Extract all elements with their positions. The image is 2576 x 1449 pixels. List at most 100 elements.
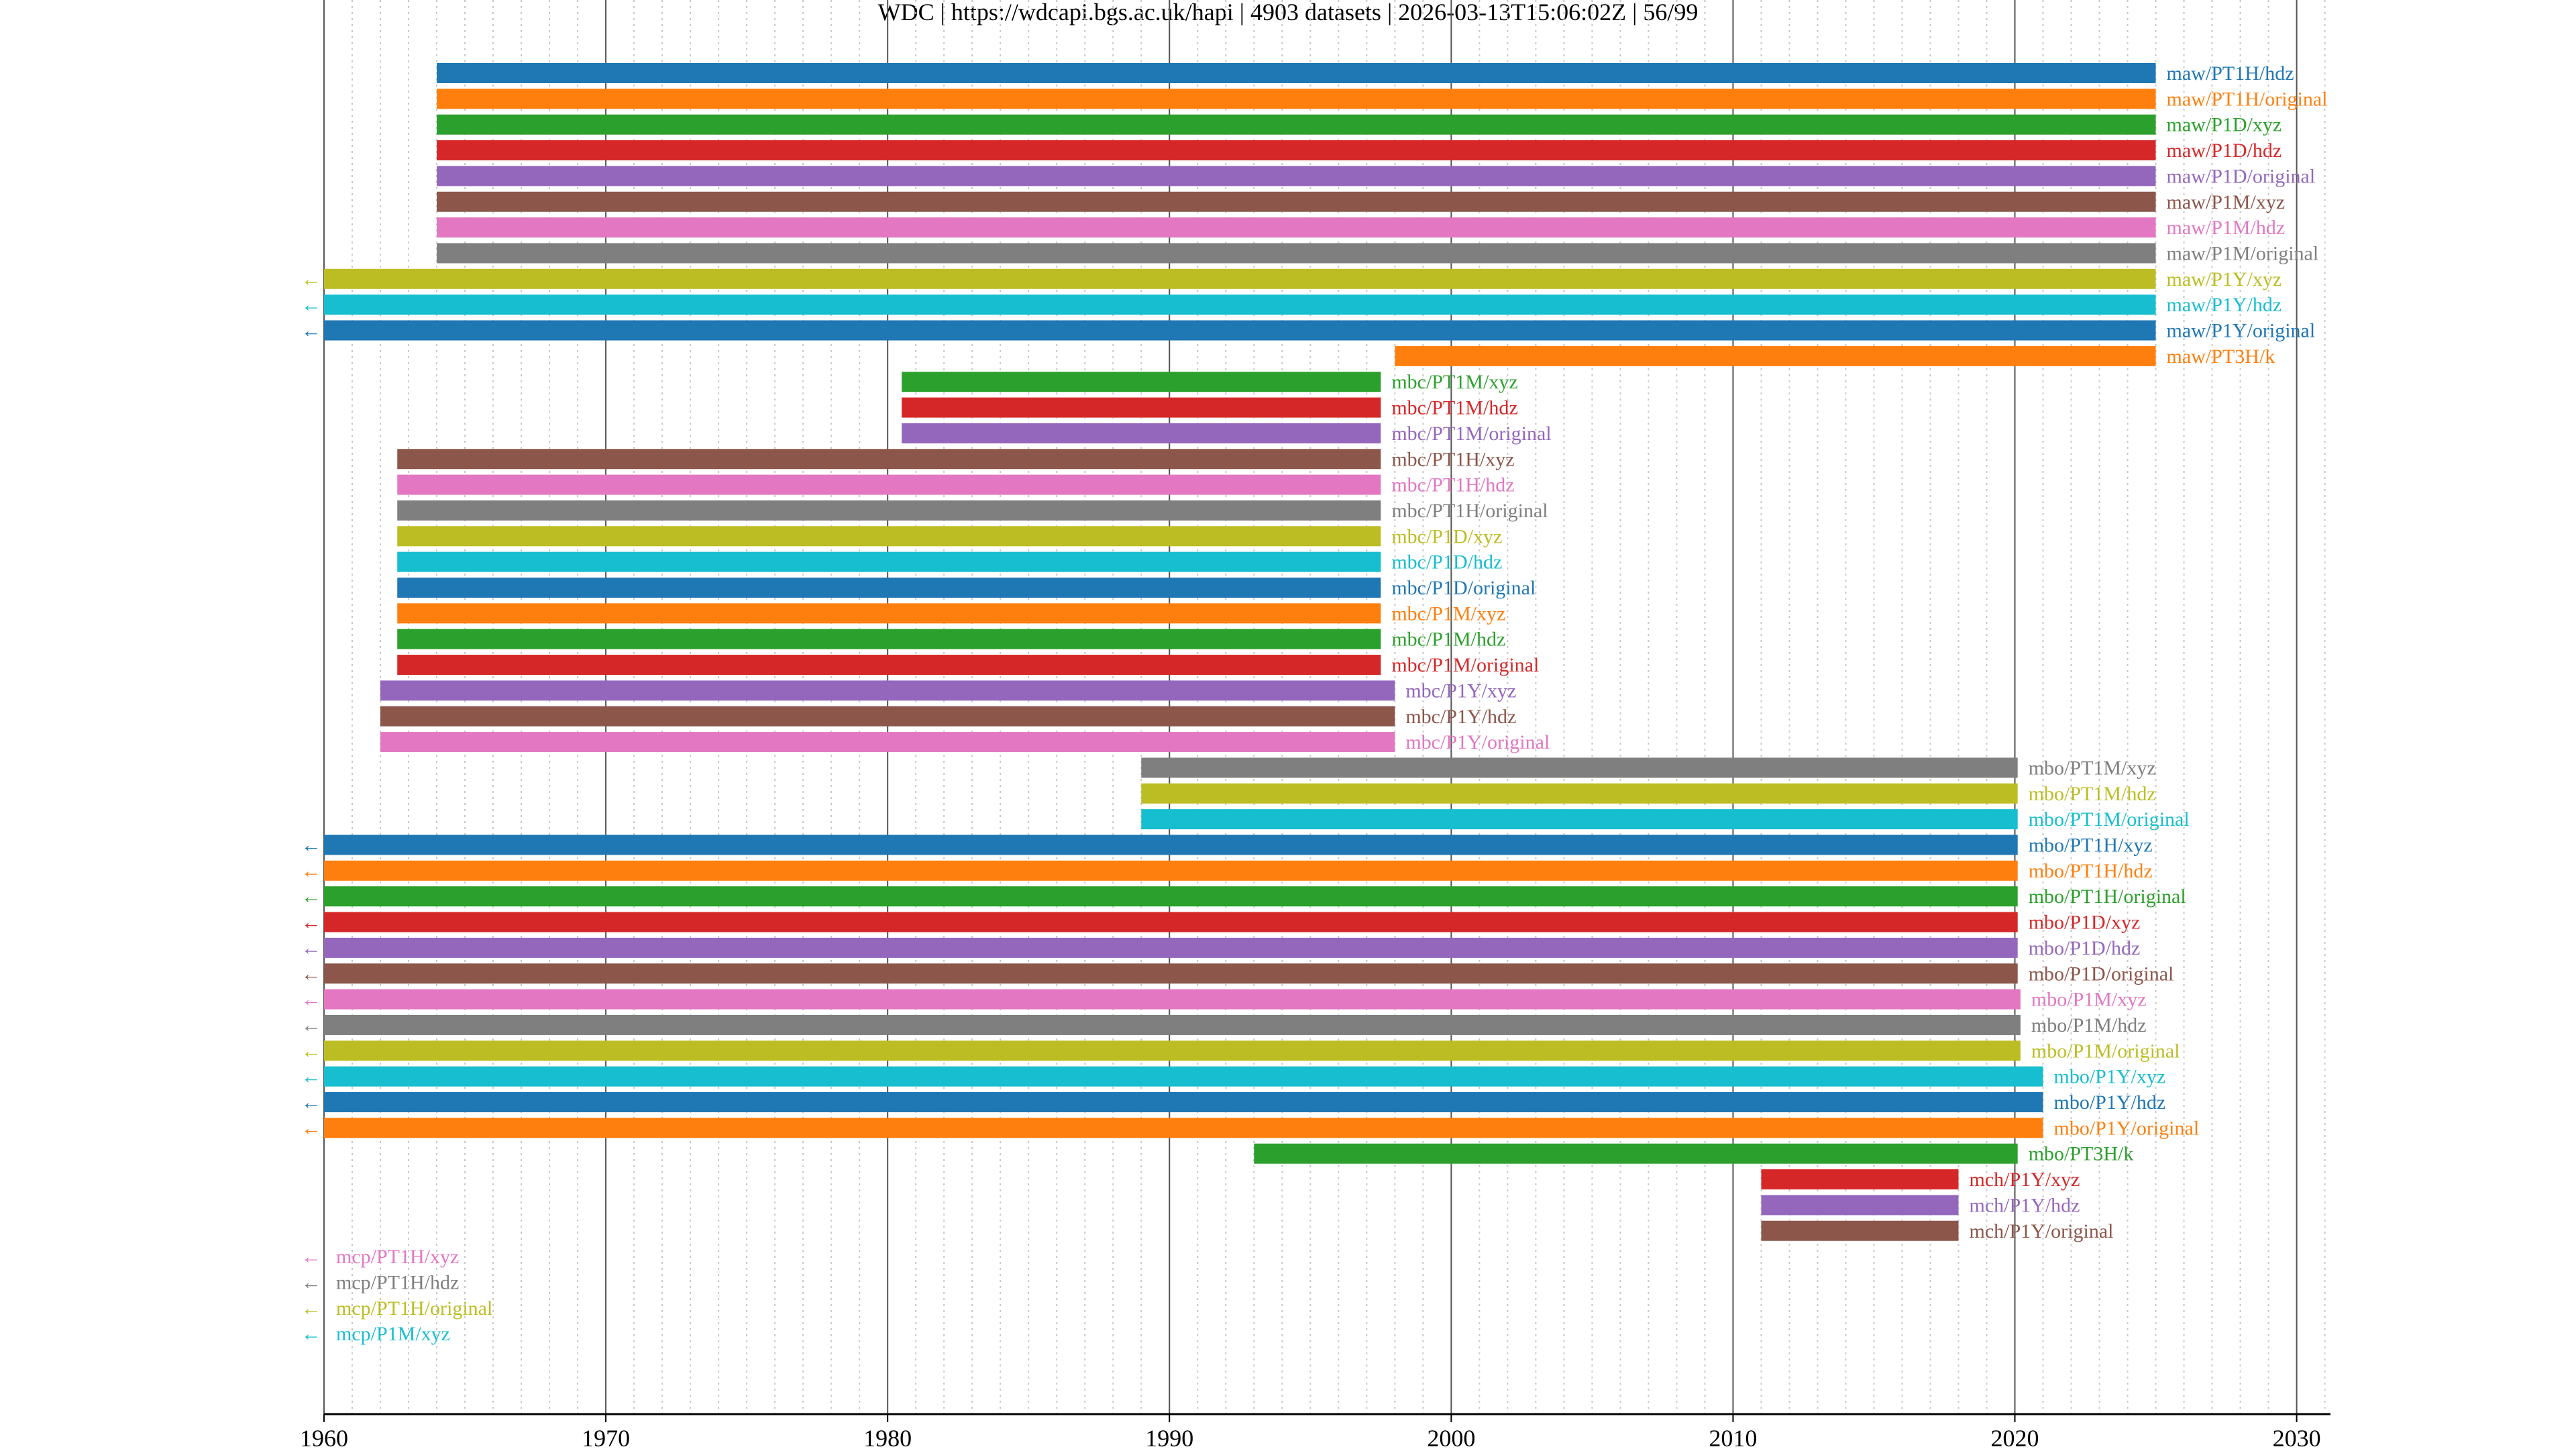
- coverage-bar: [1254, 1143, 2018, 1164]
- dataset-label: maw/PT1H/original: [2167, 88, 2328, 110]
- truncation-arrow: ←: [301, 860, 321, 882]
- x-tick-label: 2010: [1709, 1425, 1757, 1449]
- coverage-bar: [437, 217, 2156, 238]
- coverage-bar: [1395, 345, 2156, 366]
- coverage-bar: [324, 320, 2156, 341]
- dataset-label: maw/PT1H/hdz: [2167, 62, 2294, 85]
- coverage-bar: [1141, 783, 2018, 804]
- dataset-label: mbo/PT1H/hdz: [2029, 860, 2153, 882]
- coverage-bar: [324, 937, 2018, 958]
- coverage-bar: [437, 243, 2156, 264]
- truncation-arrow: ←: [301, 989, 321, 1011]
- truncation-arrow: ←: [301, 1246, 321, 1268]
- dataset-label: mch/P1Y/xyz: [1969, 1169, 2080, 1191]
- dataset-label: mbo/PT1M/original: [2029, 808, 2190, 830]
- dataset-label: maw/P1D/original: [2167, 165, 2316, 187]
- coverage-bar: [1761, 1195, 1959, 1216]
- dataset-label: mbo/P1Y/xyz: [2054, 1066, 2166, 1088]
- coverage-bar: [380, 732, 1395, 753]
- dataset-label: mbc/P1Y/xyz: [1405, 680, 1516, 702]
- dataset-label: mbo/P1Y/original: [2054, 1117, 2200, 1139]
- bar-labels: maw/PT1H/hdz maw/PT1H/original maw/P1D/xyz…: [301, 62, 2328, 1345]
- coverage-bar: [902, 372, 1381, 392]
- truncation-arrow: ←: [301, 268, 321, 290]
- dataset-label: mbc/PT1M/hdz: [1391, 397, 1517, 419]
- truncation-arrow: ←: [301, 885, 321, 908]
- coverage-bar: [397, 655, 1381, 676]
- dataset-label: mbo/PT3H/k: [2029, 1143, 2134, 1165]
- coverage-bar: [1141, 809, 2018, 830]
- x-axis-ticks: 1960 1970 1980 1990 2000 2010 2020 2030: [300, 1414, 2321, 1449]
- dataset-label: mbc/P1D/xyz: [1391, 525, 1502, 547]
- dataset-label: mbc/PT1H/xyz: [1391, 448, 1514, 470]
- dataset-label: mbc/P1M/xyz: [1391, 602, 1505, 625]
- dataset-label: mbo/P1D/hdz: [2029, 937, 2141, 959]
- truncation-arrow: ←: [301, 1040, 321, 1062]
- truncation-arrow: ←: [301, 1091, 321, 1114]
- dataset-label: maw/P1Y/hdz: [2167, 294, 2282, 316]
- x-tick-label: 2030: [2273, 1425, 2321, 1449]
- dataset-label: mch/P1Y/hdz: [1969, 1194, 2080, 1216]
- dataset-label: mbc/PT1M/original: [1391, 423, 1551, 445]
- dataset-label: maw/PT3H/k: [2167, 345, 2275, 368]
- x-tick-label: 2020: [1991, 1425, 2039, 1449]
- coverage-bar: [902, 423, 1381, 443]
- coverage-bar: [1761, 1220, 1959, 1241]
- x-tick-label: 1980: [863, 1425, 912, 1449]
- coverage-bar: [397, 603, 1381, 624]
- dataset-label: mbc/PT1H/original: [1391, 500, 1548, 522]
- coverage-bar: [324, 294, 2156, 315]
- coverage-bar: [324, 1040, 2021, 1061]
- coverage-bar: [397, 474, 1381, 495]
- bar-series: [324, 63, 2156, 1241]
- coverage-bar: [324, 912, 2018, 932]
- coverage-bar: [324, 989, 2021, 1010]
- truncation-arrow: ←: [301, 320, 321, 342]
- coverage-bar: [397, 526, 1381, 547]
- coverage-bar: [324, 1066, 2043, 1087]
- coverage-bar: [324, 963, 2018, 984]
- coverage-bar: [380, 680, 1395, 701]
- truncation-arrow: ←: [301, 963, 321, 985]
- x-tick-label: 1960: [300, 1425, 348, 1449]
- dataset-label: mbo/PT1H/original: [2029, 885, 2186, 908]
- dataset-label: maw/P1Y/xyz: [2167, 268, 2282, 290]
- dataset-label: maw/P1Y/original: [2167, 320, 2316, 342]
- dataset-label: maw/P1D/xyz: [2167, 114, 2282, 136]
- dataset-label: mbc/PT1H/hdz: [1391, 474, 1514, 496]
- coverage-bar: [1761, 1169, 1959, 1190]
- dataset-label: mbc/P1Y/hdz: [1405, 706, 1516, 728]
- x-tick-label: 1990: [1145, 1425, 1193, 1449]
- truncation-arrow: ←: [301, 835, 321, 857]
- coverage-bar: [437, 89, 2156, 109]
- coverage-bar: [397, 449, 1381, 470]
- dataset-label: mcp/PT1H/xyz: [336, 1246, 459, 1268]
- dataset-label: mcp/PT1H/hdz: [336, 1271, 459, 1293]
- dataset-label: maw/P1M/hdz: [2167, 217, 2286, 239]
- dataset-label: mbc/P1D/original: [1391, 577, 1536, 599]
- dataset-label: mbo/PT1M/xyz: [2029, 757, 2156, 779]
- dataset-label: mbc/P1M/hdz: [1391, 629, 1505, 651]
- dataset-label: mbc/P1D/hdz: [1391, 551, 1502, 574]
- coverage-bar: [380, 706, 1395, 727]
- chart-title: WDC | https://wdcapi.bgs.ac.uk/hapi | 49…: [878, 0, 1699, 25]
- truncation-arrow: ←: [301, 1323, 321, 1345]
- coverage-bar: [324, 886, 2018, 907]
- coverage-bar: [437, 63, 2156, 83]
- coverage-bar: [902, 397, 1381, 418]
- dataset-label: mbo/P1M/xyz: [2031, 989, 2147, 1011]
- dataset-label: mbo/P1Y/hdz: [2054, 1091, 2166, 1114]
- dataset-label: mbo/PT1M/hdz: [2029, 783, 2156, 805]
- coverage-bar: [324, 1092, 2043, 1112]
- dataset-label: mbc/PT1M/xyz: [1391, 371, 1517, 393]
- truncation-arrow: ←: [301, 1271, 321, 1293]
- coverage-bar: [324, 860, 2018, 881]
- coverage-bar: [324, 268, 2156, 289]
- coverage-bar: [437, 114, 2156, 135]
- x-tick-label: 1970: [582, 1425, 630, 1449]
- coverage-bar: [437, 140, 2156, 161]
- coverage-bar: [397, 551, 1381, 572]
- dataset-label: mbo/P1M/hdz: [2031, 1014, 2147, 1036]
- truncation-arrow: ←: [301, 1066, 321, 1088]
